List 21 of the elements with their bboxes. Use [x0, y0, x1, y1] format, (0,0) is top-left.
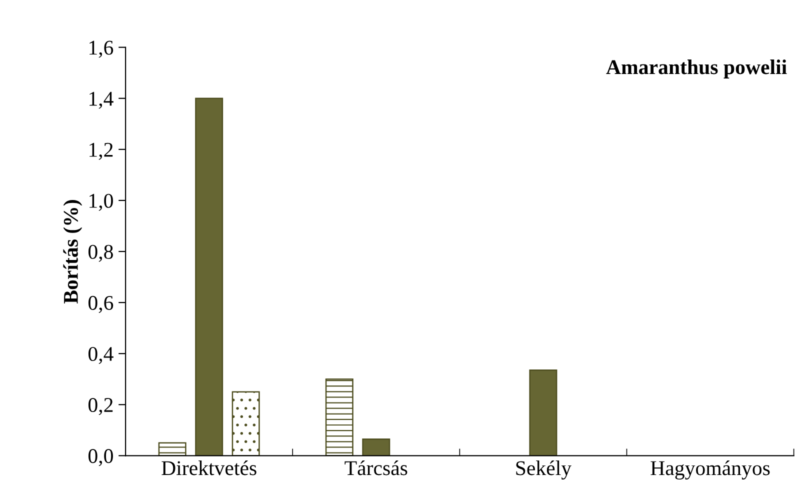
x-tick-label: Hagyományos	[650, 460, 770, 480]
y-tick-label: 0,6	[88, 296, 114, 313]
bar	[529, 370, 558, 456]
text: Amaranthus powelii	[606, 60, 787, 78]
y-tick-label: 0,4	[88, 346, 114, 364]
y-tick-label: 1,6	[90, 40, 114, 58]
x-tick-label: Tárcsás	[344, 460, 408, 476]
x-tick-label: Sekély	[516, 460, 572, 480]
y-tick-label: 0,0	[88, 449, 113, 466]
bar	[195, 98, 224, 456]
y-tick-label: 0,2	[88, 398, 113, 416]
bar	[362, 438, 390, 456]
y-tick-label: 1,2	[90, 142, 113, 160]
bar	[158, 442, 186, 456]
x-tick-label: Direktvetés	[162, 460, 256, 476]
y-tick-label: 0,8	[88, 244, 113, 262]
y-axis-title: Borítás (%)	[63, 200, 82, 304]
bar	[325, 378, 354, 456]
y-tick-label: 1,4	[90, 92, 114, 109]
y-tick-label: 1,0	[90, 194, 113, 211]
bar	[232, 391, 260, 456]
